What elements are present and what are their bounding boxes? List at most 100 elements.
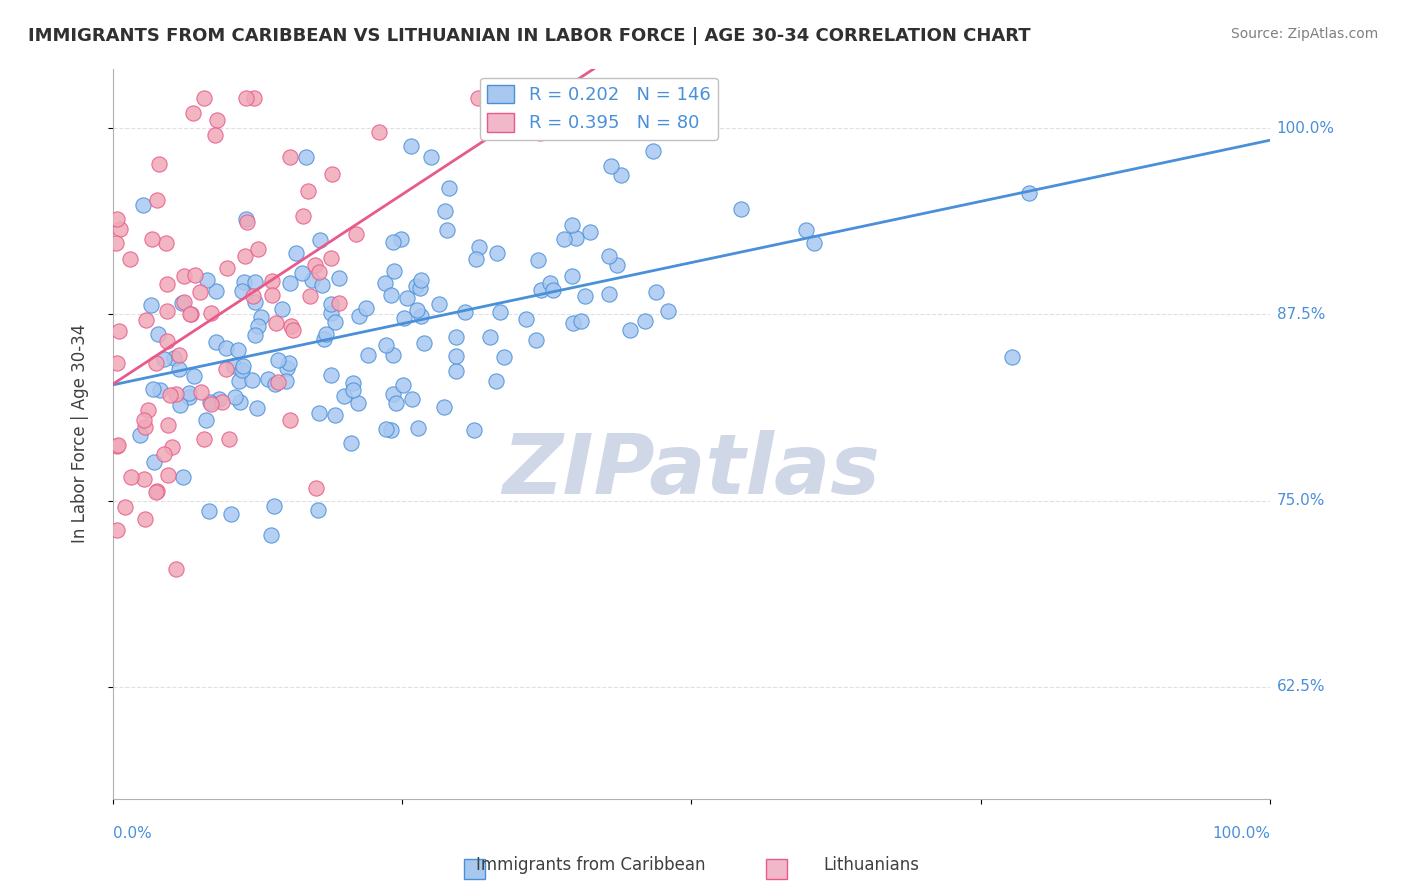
Point (276, 361, 298, 376)
Point (356, 349, 378, 363)
Point (321, 368, 343, 382)
Point (468, 240, 491, 254)
Point (224, 390, 246, 404)
Point (526, 252, 548, 267)
Point (730, 202, 752, 216)
Point (803, 235, 825, 250)
Point (245, 328, 267, 343)
Point (134, 420, 156, 434)
Point (634, 313, 657, 327)
Point (247, 319, 270, 334)
Point (600, 159, 623, 173)
Point (267, 375, 290, 389)
Point (242, 288, 264, 302)
Point (467, 91, 489, 105)
Point (135, 313, 157, 327)
Point (177, 391, 200, 405)
Point (162, 351, 184, 366)
Legend: R = 0.202   N = 146, R = 0.395   N = 80: R = 0.202 N = 146, R = 0.395 N = 80 (479, 78, 717, 140)
Point (146, 327, 169, 342)
Point (132, 413, 155, 427)
Point (181, 106, 204, 120)
Point (156, 417, 179, 432)
Point (444, 349, 467, 363)
Point (165, 386, 187, 401)
Point (291, 209, 314, 223)
Point (159, 387, 181, 401)
Point (541, 284, 564, 298)
Point (257, 372, 280, 386)
Point (321, 306, 343, 320)
Text: 87.5%: 87.5% (1277, 307, 1324, 322)
Point (389, 232, 412, 246)
Point (274, 374, 297, 388)
Point (374, 276, 396, 290)
Point (485, 246, 508, 260)
Point (308, 265, 330, 279)
Point (105, 523, 128, 537)
Point (167, 349, 190, 363)
Point (243, 275, 266, 289)
Point (242, 91, 264, 105)
Point (204, 128, 226, 142)
Point (406, 421, 429, 435)
Point (311, 278, 333, 293)
Point (295, 150, 318, 164)
Point (367, 125, 389, 139)
Point (217, 261, 239, 276)
Point (108, 324, 131, 338)
Point (433, 401, 456, 415)
Point (215, 341, 238, 355)
Point (105, 356, 128, 370)
Point (149, 384, 172, 398)
Point (321, 297, 343, 311)
Text: IMMIGRANTS FROM CARIBBEAN VS LITHUANIAN IN LABOR FORCE | AGE 30-34 CORRELATION C: IMMIGRANTS FROM CARIBBEAN VS LITHUANIAN … (28, 27, 1031, 45)
Point (172, 470, 194, 484)
Point (236, 215, 259, 229)
Point (553, 232, 575, 246)
Point (247, 242, 270, 256)
Point (190, 385, 212, 400)
Point (411, 273, 433, 287)
Point (328, 270, 350, 285)
Point (233, 275, 256, 289)
Point (179, 307, 201, 321)
Point (375, 338, 398, 352)
Point (157, 468, 180, 483)
Point (208, 392, 231, 406)
Point (562, 316, 585, 330)
Point (231, 363, 253, 377)
Point (138, 403, 160, 417)
Point (156, 304, 179, 318)
Point (409, 281, 432, 295)
Point (382, 387, 405, 401)
Point (243, 295, 266, 310)
Point (401, 392, 423, 406)
Point (347, 396, 370, 410)
Point (395, 291, 418, 305)
Point (479, 330, 502, 344)
Point (444, 364, 467, 378)
Point (489, 305, 512, 319)
Point (281, 323, 304, 337)
Point (405, 303, 427, 318)
Point (143, 455, 166, 469)
Point (598, 249, 620, 263)
Point (392, 377, 415, 392)
Point (419, 150, 441, 164)
Point (200, 397, 222, 411)
Point (179, 386, 201, 401)
Text: 62.5%: 62.5% (1277, 680, 1326, 694)
Text: Lithuanians: Lithuanians (824, 856, 920, 874)
Point (180, 307, 202, 321)
Point (132, 198, 155, 212)
Point (569, 314, 592, 328)
Bar (766, 859, 787, 879)
Point (155, 236, 177, 251)
Point (794, 222, 817, 236)
Text: 75.0%: 75.0% (1277, 493, 1324, 508)
Point (321, 167, 343, 181)
Point (574, 289, 596, 303)
Point (297, 184, 319, 198)
Point (427, 297, 450, 311)
